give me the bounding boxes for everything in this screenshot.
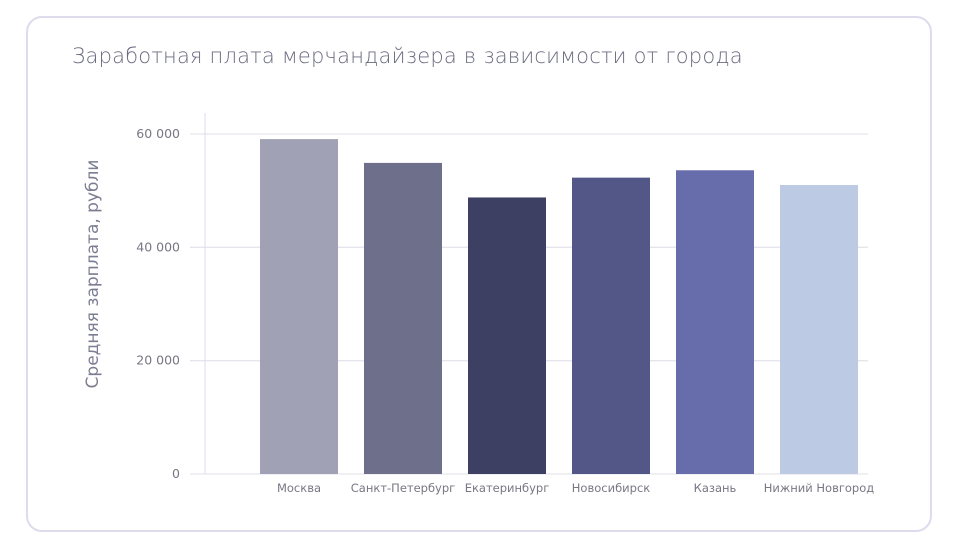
bar — [572, 177, 650, 474]
x-tick-label: Екатеринбург — [465, 481, 550, 495]
bar — [364, 162, 442, 474]
x-tick-label: Новосибирск — [572, 481, 650, 495]
bar — [676, 170, 754, 474]
y-tick-label: 40 000 — [136, 239, 180, 254]
chart-title: Заработная плата мерчандайзера в зависим… — [72, 44, 743, 68]
bar — [468, 197, 546, 474]
x-tick-label: Нижний Новгород — [764, 481, 874, 495]
x-tick-label: Казань — [694, 481, 737, 495]
y-axis-label: Средняя зарплата, рубли — [83, 160, 103, 389]
y-tick-label: 0 — [172, 466, 180, 481]
y-tick-label: 20 000 — [136, 353, 180, 368]
bar — [260, 139, 338, 474]
y-tick-label: 60 000 — [136, 126, 180, 141]
x-tick-label: Москва — [277, 481, 321, 495]
chart-card — [26, 16, 932, 532]
bar — [780, 185, 858, 474]
x-tick-label: Санкт-Петербург — [351, 481, 455, 495]
